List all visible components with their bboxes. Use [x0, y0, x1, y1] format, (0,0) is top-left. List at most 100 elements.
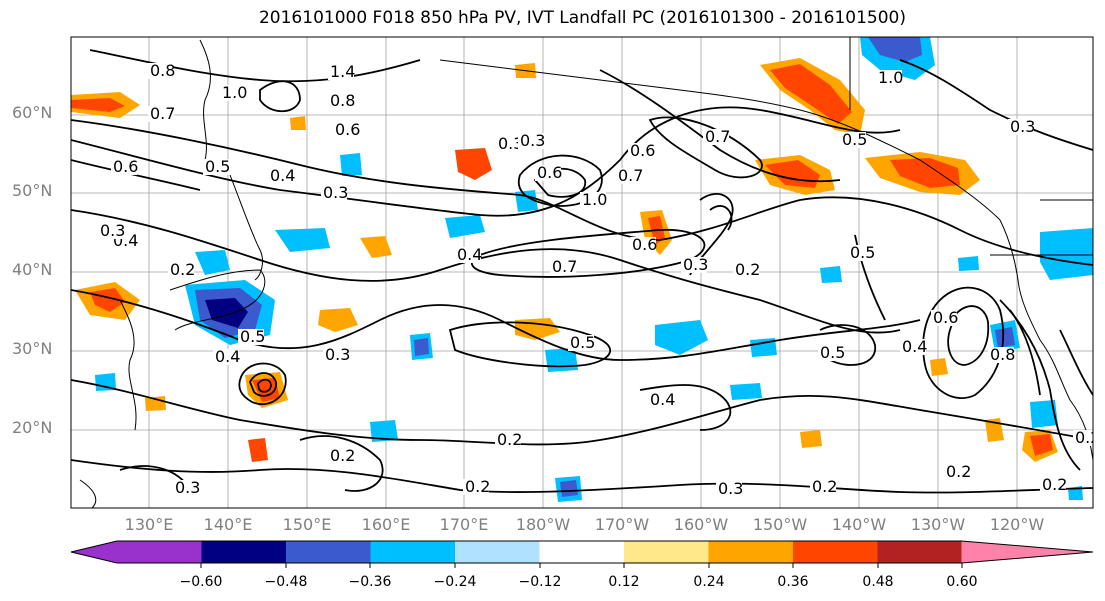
contour-label: 0.4 [270, 166, 295, 185]
contour-label-background [238, 329, 264, 345]
colorbar-segment [286, 541, 371, 563]
contour-label: 0.3 [1010, 117, 1035, 136]
contour-label-background [463, 479, 489, 495]
contour-label-background [931, 310, 957, 326]
contour-label: 0.3 [323, 183, 348, 202]
contour-label: 1.0 [582, 190, 607, 209]
contour-label-background [944, 464, 970, 480]
contour-label: 0.2 [1075, 428, 1100, 447]
colorbar-extend-low [71, 541, 117, 563]
contour-label-background [628, 143, 654, 159]
contour-label-background [818, 345, 844, 361]
lon-label-170e: 170°E [439, 515, 489, 534]
contour-label-background [568, 335, 594, 351]
contour-label: 0.8 [150, 61, 175, 80]
contour-label-background [1008, 119, 1034, 135]
lon-label-120w: 120°W [989, 515, 1045, 534]
contour-label: 0.6 [933, 308, 958, 327]
lon-label-130e: 130°E [124, 515, 174, 534]
contour-label: 0.5 [820, 343, 845, 362]
colorbar-segment [201, 541, 287, 563]
contour-label-background [876, 70, 902, 86]
contour-label: 0.2 [330, 446, 355, 465]
contour-label: 0.6 [113, 157, 138, 176]
contour-label: 0.6 [335, 120, 360, 139]
contour-label-background [321, 185, 347, 201]
colorbar-tick-label: −0.48 [264, 574, 308, 590]
contour-label-background [328, 64, 354, 80]
contour-label: 0.5 [850, 243, 875, 262]
colorbar-tick-label: 0.60 [946, 574, 978, 590]
contour-label-background [333, 122, 359, 138]
contour-labels: 0.8 1.4 1.0 0.8 0.6 0.7 0.6 0.5 0.4 0.3 0.4 0.3 0.2 0… [98, 61, 1100, 498]
contour-label-background [703, 129, 729, 145]
lon-label-150w: 150°W [752, 515, 808, 534]
lon-label-140w: 140°W [831, 515, 887, 534]
map-frame [70, 36, 1094, 509]
colorbar [70, 540, 1094, 568]
contour-label-background [733, 262, 759, 278]
map-content: 0.8 1.4 1.0 0.8 0.6 0.7 0.6 0.5 0.4 0.3 0.4 0.3 0.2 0… [71, 37, 1100, 508]
contour-label-background [840, 132, 866, 148]
contour-label-background [681, 257, 707, 273]
contour-label: 0.8 [990, 345, 1015, 364]
contour-label-background [550, 259, 576, 275]
contour-label-background [630, 237, 656, 253]
contour-label-background [988, 347, 1014, 363]
colorbar-segment [793, 541, 878, 563]
contour-label-background [716, 481, 742, 497]
contour-label-background [203, 159, 229, 175]
lon-label-160w: 160°W [673, 515, 729, 534]
contour-label-background [220, 85, 246, 101]
lon-label-150e: 150°E [282, 515, 332, 534]
contour-label: 0.2 [812, 477, 837, 496]
lat-label-50n: 50°N [12, 181, 53, 200]
contour-label: 1.0 [222, 83, 247, 102]
contour-label: 0.6 [630, 141, 655, 160]
contour-label-background [98, 223, 124, 239]
lon-label-160e: 160°E [361, 515, 411, 534]
lon-label-140e: 140°E [203, 515, 253, 534]
colorbar-outline [70, 540, 1094, 564]
contour-label: 0.3 [683, 255, 708, 274]
contour-label: 0.4 [215, 347, 240, 366]
colorbar-tick-label: 0.24 [693, 574, 725, 590]
contour-label-background [213, 349, 239, 365]
contour-label: 0.3 [718, 479, 743, 498]
colorbar-extend-high [961, 541, 1093, 563]
colorbar-segment [624, 541, 709, 563]
contour-label-background [496, 136, 522, 152]
contour-label-background [580, 192, 606, 208]
contour-label: 0.2 [465, 477, 490, 496]
lat-label-20n: 20°N [12, 418, 53, 437]
contour-label-background [535, 165, 561, 181]
colorbar-tick-label: −0.12 [518, 574, 562, 590]
contour-label: 0.4 [902, 337, 927, 356]
colorbar-segment [370, 541, 456, 563]
lat-label-60n: 60°N [12, 103, 53, 122]
contour-label-background [148, 63, 174, 79]
contour-label-background [268, 168, 294, 184]
contour-label: 0.5 [570, 333, 595, 352]
contour-label: 0.5 [205, 157, 230, 176]
colorbar-segment [877, 541, 963, 563]
colorbar-tick-label: 0.36 [777, 574, 809, 590]
colorbar-tick-label: −0.60 [179, 574, 223, 590]
contour-label-background [648, 392, 674, 408]
contour-label: 0.2 [1042, 475, 1067, 494]
contour-label: 0.3 [520, 131, 545, 150]
contour-label: 1.4 [330, 62, 355, 81]
contour-label-background [173, 480, 199, 496]
contour-label: 0.7 [618, 166, 643, 185]
lat-label-40n: 40°N [12, 260, 53, 279]
contour-label: 0.7 [150, 104, 175, 123]
lat-label-30n: 30°N [12, 339, 53, 358]
contour-label: 0.3 [325, 345, 350, 364]
lon-label-130w: 130°W [910, 515, 966, 534]
colorbar-segment [455, 541, 540, 563]
contour-label-background [323, 347, 349, 363]
contour-label: 0.2 [735, 260, 760, 279]
contour-label-background [495, 432, 521, 448]
contour-label-background [111, 159, 137, 175]
